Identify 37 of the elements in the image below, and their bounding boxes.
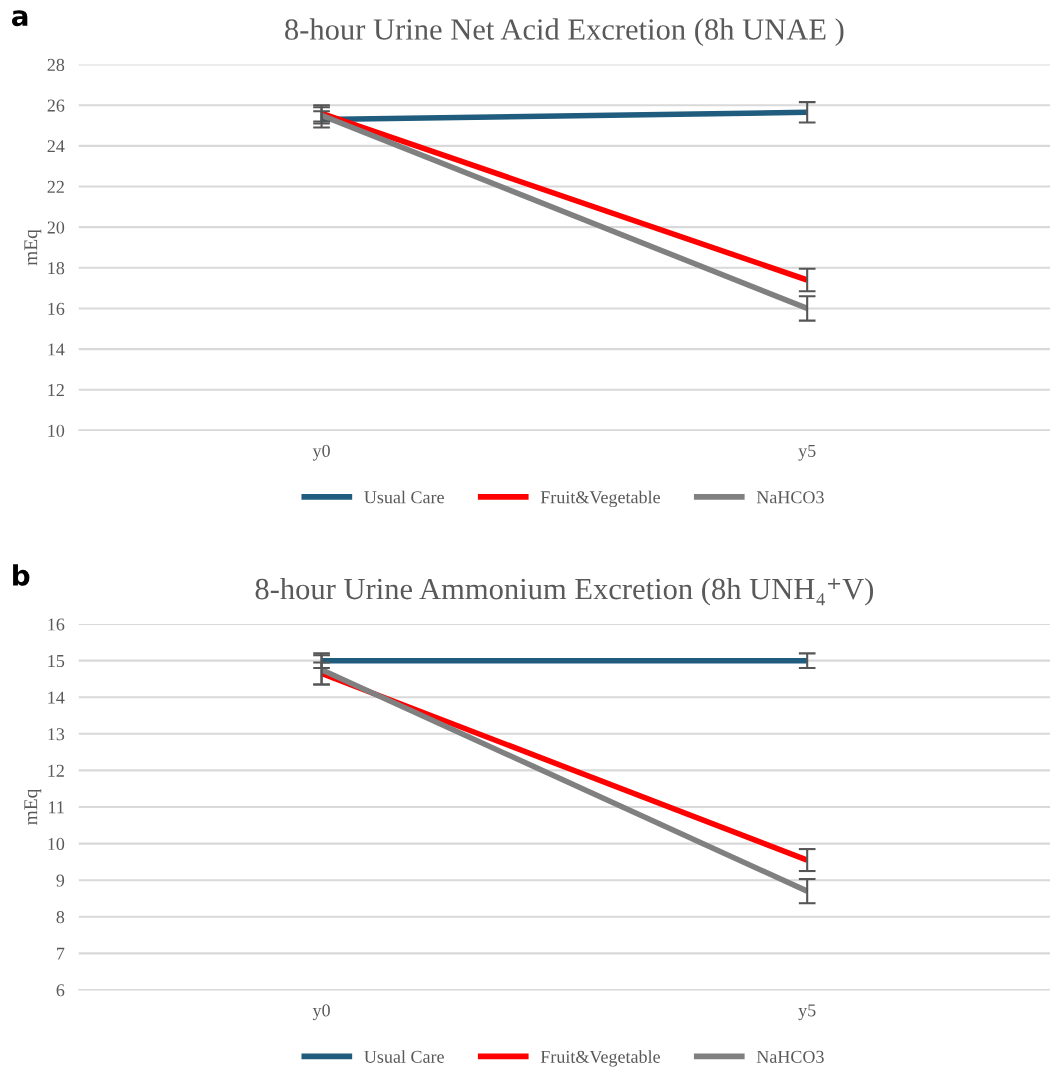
chart-title: 8-hour Urine Ammonium Excretion (8h UNH₄⁺V) (255, 577, 874, 606)
y-tick-label: 15 (48, 655, 65, 668)
y-tick-label: 10 (48, 837, 65, 851)
legend-label: Usual Care (364, 490, 444, 504)
y-tick-label: 20 (47, 221, 65, 234)
y-tick-label: 24 (47, 140, 65, 153)
text: b (13, 564, 30, 586)
y-tick-label: 28 (47, 58, 65, 71)
y-tick-label: 8 (56, 911, 65, 924)
x-tick-label: y0 (312, 1004, 330, 1021)
y-tick-label: 16 (48, 618, 65, 631)
y-tick-label: 14 (48, 691, 65, 704)
y-tick-label: 6 (56, 984, 65, 997)
x-tick-label: y5 (798, 444, 816, 461)
y-tick-label: 13 (48, 728, 65, 741)
y-tick-label: 26 (47, 99, 65, 112)
chart-title: 8-hour Urine Net Acid Excretion (8h UNAE ) (285, 18, 844, 47)
legend-label: Usual Care (364, 1050, 444, 1063)
x-tick-label: y0 (312, 444, 330, 461)
legend-label: Fruit&Vegetable (540, 490, 660, 508)
y-tick-label: 14 (48, 343, 65, 356)
y-tick-label: 18 (48, 262, 65, 275)
y-axis-title: mEq (24, 229, 42, 266)
legend-label: NaHCO3 (756, 1050, 824, 1063)
legend-label: NaHCO3 (756, 491, 824, 504)
x-tick-label: y5 (798, 1004, 816, 1021)
y-tick-label: 16 (48, 302, 65, 315)
y-axis-title: mEq (24, 788, 42, 825)
y-tick-label: 10 (48, 424, 65, 437)
y-tick-label: 12 (48, 764, 64, 777)
text: a (11, 10, 28, 27)
y-tick-label: 12 (48, 384, 64, 397)
y-tick-label: 11 (49, 801, 64, 814)
legend-label: Fruit&Vegetable (540, 1050, 660, 1067)
y-tick-label: 9 (56, 874, 65, 887)
y-tick-label: 22 (47, 180, 64, 193)
y-tick-label: 7 (57, 947, 65, 960)
